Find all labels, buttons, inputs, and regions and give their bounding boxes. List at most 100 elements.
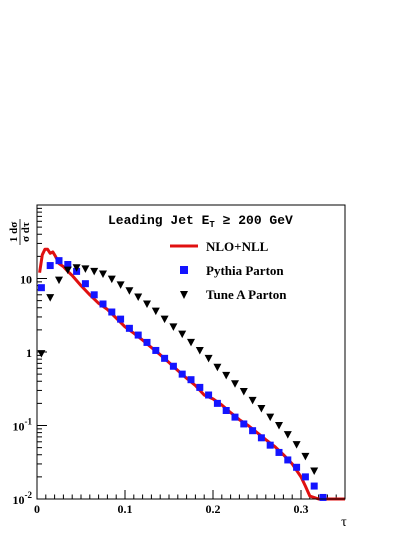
data-point-triangle-down [248, 396, 257, 405]
data-point-triangle-down [310, 467, 319, 476]
data-point-triangle-down [213, 363, 222, 372]
legend-item-nlo-nll: NLO+NLL [170, 239, 269, 254]
legend-marker-triangle-down [180, 291, 188, 299]
data-point-triangle-down [169, 323, 178, 331]
data-point-square [275, 448, 283, 456]
data-point-triangle-down [178, 330, 187, 339]
data-point-square [161, 354, 169, 362]
data-point-square [81, 280, 89, 288]
data-point-square [178, 370, 186, 378]
data-point-square [152, 346, 160, 354]
legend-label-tune-a-parton: Tune A Parton [206, 287, 287, 302]
legend-label-pythia-parton: Pythia Parton [206, 263, 284, 278]
chart-title-prefix: Leading Jet E [108, 213, 210, 228]
y-tick-label-base: 10 [13, 420, 25, 434]
data-point-triangle-down [55, 276, 63, 285]
legend-item-tune-a-parton: Tune A Parton [180, 287, 287, 302]
y-tick-label: 10 [20, 273, 32, 287]
y-tick-label: 10-1 [13, 417, 33, 434]
data-point-square [64, 261, 72, 269]
data-point-square [134, 331, 142, 339]
data-point-square [108, 308, 116, 316]
data-point-triangle-down [143, 300, 151, 308]
data-point-square [222, 406, 230, 414]
data-point-triangle-down [187, 338, 195, 347]
x-tick-label: 0.2 [206, 502, 221, 516]
data-point-square [310, 482, 318, 490]
data-point-triangle-down [195, 346, 204, 355]
y-tick-label-exponent: -1 [25, 417, 33, 427]
data-point-square [169, 362, 177, 370]
data-point-triangle-down [204, 354, 213, 363]
x-axis-label: τ [341, 515, 347, 530]
data-point-square [231, 413, 239, 421]
data-point-square [205, 391, 213, 399]
data-point-square [125, 324, 133, 332]
legend: NLO+NLL Pythia Parton Tune A Parton [170, 239, 287, 302]
data-point-triangle-down [222, 371, 231, 380]
data-point-square [196, 383, 204, 391]
data-point-triangle-down [301, 452, 310, 461]
data-point-square [249, 427, 257, 435]
data-point-triangle-down [283, 431, 292, 439]
data-point-triangle-down [134, 293, 143, 302]
data-point-triangle-down [292, 441, 301, 449]
y-tick-label: 10-2 [13, 490, 33, 507]
y-axis-label-numerator: 1 dσ [8, 222, 20, 242]
data-point-square [90, 291, 98, 299]
series-pythia-parton [37, 257, 327, 501]
series-tune-a-parton [37, 264, 319, 476]
data-point-triangle-down [46, 294, 55, 302]
data-point-square [187, 376, 195, 384]
data-point-triangle-down [107, 275, 116, 284]
data-point-triangle-down [63, 266, 72, 275]
data-point-triangle-down [231, 380, 239, 388]
data-point-square [319, 493, 327, 501]
data-point-square [293, 463, 301, 471]
plot-frame [36, 204, 346, 500]
data-point-square [257, 434, 265, 442]
data-point-triangle-down [37, 350, 46, 358]
data-point-triangle-down [257, 405, 266, 413]
y-axis-label-denominator: σ dτ [20, 222, 32, 242]
legend-label-nlo-nll: NLO+NLL [206, 239, 269, 254]
data-point-triangle-down [81, 265, 90, 273]
y-tick-label: 1 [26, 346, 32, 360]
x-tick-label: 0.3 [294, 502, 309, 516]
chart-title-suffix: ≥ 200 GeV [215, 213, 293, 228]
x-tick-label: 0.1 [118, 502, 133, 516]
data-point-triangle-down [72, 264, 81, 272]
series-layer [37, 247, 345, 501]
data-point-square [213, 399, 221, 407]
data-point-square [266, 441, 274, 449]
data-point-square [240, 420, 248, 428]
data-point-square [301, 473, 309, 481]
data-point-triangle-down [160, 315, 169, 324]
data-point-square [46, 262, 54, 270]
y-tick-label-base: 10 [13, 493, 25, 507]
data-point-triangle-down [116, 281, 125, 289]
y-tick-label-base: 10 [20, 273, 32, 287]
data-point-square [117, 315, 125, 323]
data-point-triangle-down [275, 422, 283, 430]
data-point-triangle-down [151, 307, 160, 316]
data-point-square [55, 257, 63, 265]
data-point-triangle-down [239, 388, 248, 396]
chart-title-subscript: T [209, 220, 215, 230]
data-point-square [99, 300, 107, 308]
y-tick-label-base: 1 [26, 346, 32, 360]
data-point-triangle-down [266, 413, 275, 422]
data-point-square [37, 284, 45, 292]
data-point-square [143, 338, 151, 346]
legend-marker-square [180, 266, 188, 274]
chart-title: Leading Jet ET ≥ 200 GeV [108, 213, 293, 230]
data-point-triangle-down [99, 270, 107, 279]
y-axis-label: 1 dσ σ dτ [8, 219, 32, 245]
y-tick-label-exponent: -2 [25, 490, 33, 500]
data-point-triangle-down [90, 267, 99, 276]
data-point-square [284, 456, 292, 464]
legend-item-pythia-parton: Pythia Parton [180, 263, 284, 278]
data-point-triangle-down [125, 287, 134, 295]
